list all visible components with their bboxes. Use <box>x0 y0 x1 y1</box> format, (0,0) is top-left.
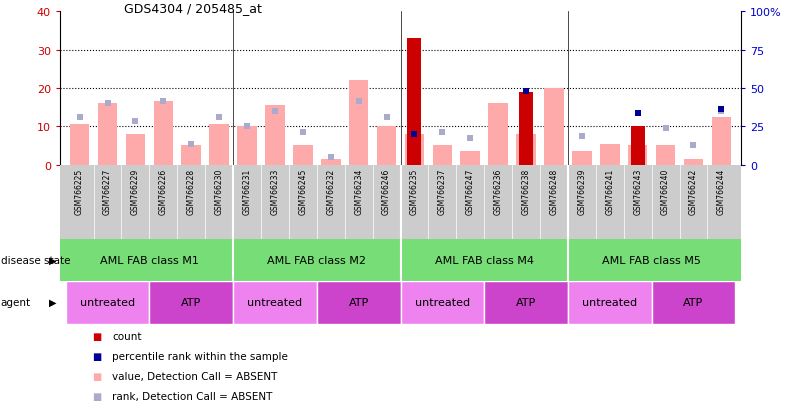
Text: GSM766226: GSM766226 <box>159 168 168 214</box>
Bar <box>126 135 145 165</box>
Text: ▶: ▶ <box>49 255 56 265</box>
Text: count: count <box>112 332 142 342</box>
Text: agent: agent <box>1 297 31 308</box>
Text: ▶: ▶ <box>49 297 56 308</box>
Text: ATP: ATP <box>516 297 536 308</box>
Text: ATP: ATP <box>181 297 201 308</box>
Text: GSM766232: GSM766232 <box>326 168 336 214</box>
Bar <box>600 144 619 165</box>
Text: GSM766247: GSM766247 <box>465 168 475 214</box>
Bar <box>316 281 400 324</box>
Bar <box>489 104 508 165</box>
Text: GSM766235: GSM766235 <box>410 168 419 214</box>
Bar <box>656 146 675 165</box>
Bar <box>684 159 703 165</box>
Text: untreated: untreated <box>248 297 303 308</box>
Bar <box>572 152 592 165</box>
Bar <box>265 106 284 165</box>
Bar <box>321 159 340 165</box>
Bar <box>70 125 90 165</box>
Text: AML FAB class M1: AML FAB class M1 <box>100 255 199 265</box>
Bar <box>182 146 201 165</box>
Text: GSM766237: GSM766237 <box>438 168 447 214</box>
Text: GSM766243: GSM766243 <box>633 168 642 214</box>
Text: GSM766240: GSM766240 <box>661 168 670 214</box>
Bar <box>711 117 731 165</box>
Text: AML FAB class M4: AML FAB class M4 <box>435 255 533 265</box>
Bar <box>149 281 233 324</box>
Text: ATP: ATP <box>348 297 368 308</box>
Bar <box>485 281 568 324</box>
Text: GSM766229: GSM766229 <box>131 168 140 214</box>
Text: GSM766228: GSM766228 <box>187 168 195 214</box>
Text: untreated: untreated <box>80 297 135 308</box>
Bar <box>233 281 316 324</box>
Text: GSM766242: GSM766242 <box>689 168 698 214</box>
Text: GSM766227: GSM766227 <box>103 168 112 214</box>
Text: GSM766246: GSM766246 <box>382 168 391 214</box>
Bar <box>154 102 173 165</box>
Bar <box>519 93 533 165</box>
Text: GSM766234: GSM766234 <box>354 168 363 214</box>
Bar <box>408 39 421 165</box>
Bar <box>237 127 257 165</box>
Bar <box>652 281 735 324</box>
Text: rank, Detection Call = ABSENT: rank, Detection Call = ABSENT <box>112 391 272 401</box>
Text: value, Detection Call = ABSENT: value, Detection Call = ABSENT <box>112 371 277 381</box>
Text: GSM766233: GSM766233 <box>271 168 280 214</box>
Bar <box>400 281 485 324</box>
Bar <box>376 127 396 165</box>
Text: GDS4304 / 205485_at: GDS4304 / 205485_at <box>124 2 262 15</box>
Bar <box>98 104 117 165</box>
Text: untreated: untreated <box>415 297 470 308</box>
Text: ■: ■ <box>92 351 102 361</box>
Bar <box>630 127 645 165</box>
Bar <box>544 89 564 165</box>
Text: GSM766241: GSM766241 <box>606 168 614 214</box>
Bar <box>461 152 480 165</box>
Bar <box>405 135 425 165</box>
Bar <box>293 146 312 165</box>
Bar <box>349 81 368 165</box>
Text: GSM766230: GSM766230 <box>215 168 223 214</box>
Bar <box>568 281 652 324</box>
Bar <box>433 146 452 165</box>
Bar <box>209 125 229 165</box>
Text: ■: ■ <box>92 371 102 381</box>
Bar <box>628 146 647 165</box>
Text: GSM766239: GSM766239 <box>578 168 586 214</box>
Bar <box>517 135 536 165</box>
Text: ■: ■ <box>92 391 102 401</box>
Text: GSM766236: GSM766236 <box>493 168 503 214</box>
Text: GSM766225: GSM766225 <box>75 168 84 214</box>
Text: GSM766231: GSM766231 <box>243 168 252 214</box>
Text: GSM766248: GSM766248 <box>549 168 558 214</box>
Bar <box>66 281 149 324</box>
Text: AML FAB class M5: AML FAB class M5 <box>602 255 701 265</box>
Text: ■: ■ <box>92 332 102 342</box>
Text: ATP: ATP <box>683 297 703 308</box>
Text: percentile rank within the sample: percentile rank within the sample <box>112 351 288 361</box>
Text: GSM766244: GSM766244 <box>717 168 726 214</box>
Text: AML FAB class M2: AML FAB class M2 <box>268 255 366 265</box>
Text: GSM766238: GSM766238 <box>521 168 530 214</box>
Text: untreated: untreated <box>582 297 638 308</box>
Text: GSM766245: GSM766245 <box>298 168 308 214</box>
Text: disease state: disease state <box>1 255 70 265</box>
